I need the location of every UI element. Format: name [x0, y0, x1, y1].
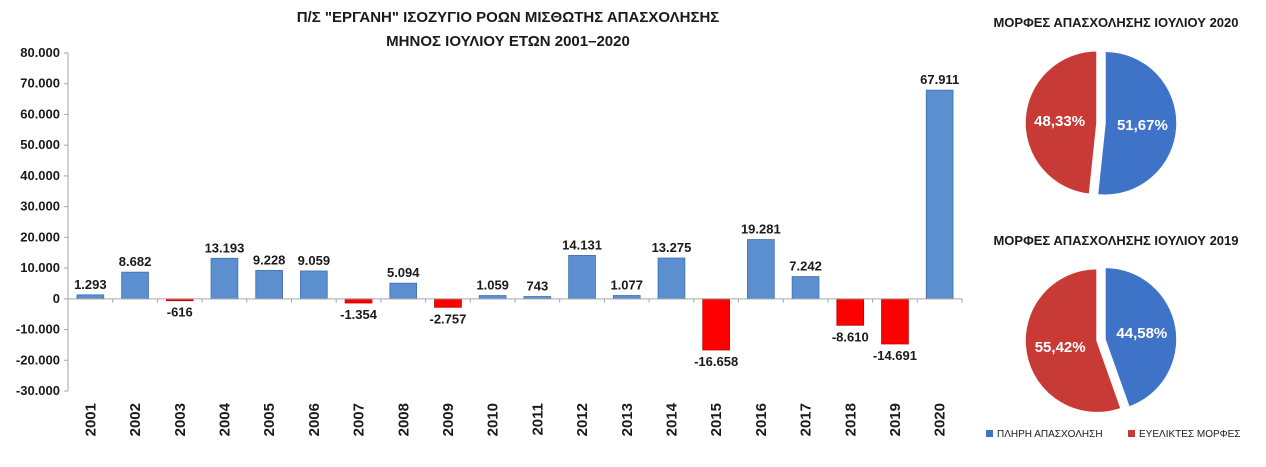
bar-chart: Π/Σ "ΕΡΓΑΝΗ" ΙΣΟΖΥΓΙΟ ΡΟΩΝ ΜΙΣΘΩΤΗΣ ΑΠΑΣ…: [16, 9, 963, 436]
bar-2014: [657, 257, 686, 300]
bar-2001: [76, 294, 105, 300]
bar-2019: [881, 298, 909, 345]
pie-2019-slice-label-0: 44,58%: [1116, 325, 1167, 342]
bar-label-2006: 9.059: [298, 253, 331, 268]
bars: [76, 89, 954, 351]
bar-2017: [791, 276, 820, 300]
y-tick-label: -20.000: [16, 352, 60, 367]
bar-2006: [300, 270, 328, 300]
x-tick-label-2017: 2017: [798, 403, 815, 436]
bar-label-2010: 1.059: [476, 278, 509, 293]
x-tick-label-2011: 2011: [529, 403, 546, 436]
pie-2019-slice-0: [1104, 266, 1178, 409]
chart-subtitle: ΜΗΝΟΣ ΙΟΥΛΙΟΥ ΕΤΩΝ 2001–2020: [386, 33, 630, 50]
bar-label-2014: 13.275: [652, 240, 692, 255]
bar-2005: [255, 270, 283, 300]
x-tick-label-2015: 2015: [708, 403, 725, 436]
pie-2019-title: ΜΟΡΦΕΣ ΑΠΑΣΧΟΛΗΣΗΣ ΙΟΥΛΙΟΥ 2019: [993, 233, 1238, 248]
bar-2018: [836, 298, 865, 326]
bar-2008: [389, 282, 418, 300]
x-tick-label-2012: 2012: [574, 403, 591, 436]
y-tick-label: 70.000: [20, 76, 60, 91]
bar-2015: [702, 298, 730, 351]
x-tick-label-2013: 2013: [619, 403, 636, 436]
pie-legend: ΠΛΗΡΗ ΑΠΑΣΧΟΛΗΣΗ ΕΥΕΛΙΚΤΕΣ ΜΟΡΦΕΣ: [986, 429, 1240, 440]
bar-label-2020: 67.911: [920, 72, 959, 87]
bar-label-2002: 8.682: [119, 254, 152, 269]
y-axis: 80.000 70.000 60.000 50.000 40.000 30.000 20.0…: [16, 45, 69, 398]
y-tick-label: 40.000: [20, 168, 60, 183]
x-tick-label-2019: 2019: [887, 403, 904, 436]
x-tick-label-2004: 2004: [216, 402, 233, 436]
bar-2012: [568, 254, 596, 300]
bar-label-2003: -616: [167, 305, 193, 320]
bar-2004: [210, 257, 239, 300]
legend-swatch-0: [986, 430, 993, 437]
y-tick-label: -30.000: [16, 383, 60, 398]
bar-label-2001: 1.293: [74, 277, 107, 292]
bar-2009: [434, 298, 462, 308]
bar-label-2018: -8.610: [832, 329, 869, 344]
legend-label-1: ΕΥΕΛΙΚΤΕΣ ΜΟΡΦΕΣ: [1139, 429, 1240, 440]
bar-label-2016: 19.281: [741, 222, 781, 237]
x-tick-label-2014: 2014: [663, 402, 680, 436]
bar-label-2017: 7.242: [789, 259, 822, 274]
x-tick-label-2008: 2008: [395, 403, 412, 436]
bar-2002: [121, 271, 149, 300]
x-tick-label-2007: 2007: [351, 403, 368, 436]
y-tick-label: 60.000: [20, 106, 60, 121]
bar-label-2007: -1.354: [340, 307, 378, 322]
pie-2020-slices: 51,67% 48,33%: [1024, 50, 1178, 196]
bar-label-2009: -2.757: [430, 311, 467, 326]
pie-2019-slices: 44,58% 55,42%: [1024, 266, 1178, 414]
y-tick-label: 80.000: [20, 45, 60, 60]
bar-label-2011: 743: [526, 279, 548, 294]
bar-label-2004: 13.193: [205, 240, 245, 255]
pie-2020-slice-label-1: 48,33%: [1034, 113, 1085, 130]
pie-2019-slice-1: [1024, 267, 1123, 414]
bar-label-2005: 9.228: [253, 252, 286, 267]
x-tick-label-2020: 2020: [932, 403, 949, 436]
bar-label-2013: 1.077: [610, 278, 643, 293]
pie-2020-title: ΜΟΡΦΕΣ ΑΠΑΣΧΟΛΗΣΗΣ ΙΟΥΛΙΟΥ 2020: [993, 15, 1238, 30]
pie-2020-slice-label-0: 51,67%: [1117, 117, 1168, 134]
x-tick-label-2009: 2009: [440, 403, 457, 436]
y-tick-label: 20.000: [20, 229, 60, 244]
legend-label-0: ΠΛΗΡΗ ΑΠΑΣΧΟΛΗΣΗ: [997, 429, 1103, 440]
y-tick-label: 50.000: [20, 137, 60, 152]
pie-chart-2020: ΜΟΡΦΕΣ ΑΠΑΣΧΟΛΗΣΗΣ ΙΟΥΛΙΟΥ 2020 51,67% 48…: [993, 15, 1239, 196]
bar-label-2019: -14.691: [873, 348, 917, 363]
bar-label-2012: 14.131: [562, 237, 602, 252]
bar-2020: [925, 89, 954, 300]
legend-swatch-1: [1128, 430, 1135, 437]
y-tick-label: 10.000: [20, 260, 60, 275]
x-tick-label-2006: 2006: [306, 403, 323, 436]
pie-2020-slice-0: [1096, 50, 1178, 196]
bar-2016: [747, 239, 775, 300]
bar-label-2008: 5.094: [387, 265, 420, 280]
pie-2019-slice-label-1: 55,42%: [1035, 339, 1086, 356]
y-tick-label: -10.000: [16, 322, 60, 337]
chart-title: Π/Σ "ΕΡΓΑΝΗ" ΙΣΟΖΥΓΙΟ ΡΟΩΝ ΜΙΣΘΩΤΗΣ ΑΠΑΣ…: [297, 9, 720, 26]
bar-label-2015: -16.658: [694, 354, 738, 369]
pie-2020-slice-1: [1024, 50, 1098, 196]
x-tick-label-2005: 2005: [261, 403, 278, 436]
x-tick-label-2002: 2002: [127, 403, 144, 436]
x-tick-label-2003: 2003: [172, 403, 189, 436]
pie-chart-2019: ΜΟΡΦΕΣ ΑΠΑΣΧΟΛΗΣΗΣ ΙΟΥΛΙΟΥ 2019 44,58% 55…: [986, 233, 1240, 440]
x-tick-label-2016: 2016: [753, 403, 770, 436]
x-tick-label-2001: 2001: [82, 403, 99, 436]
bar-2007: [344, 298, 373, 304]
y-tick-label: 0: [53, 291, 60, 306]
x-axis: 2001 2002 2003 2004 2005 2006 2007 2008 2009 2010…: [67, 298, 963, 436]
x-tick-label-2010: 2010: [485, 403, 502, 436]
x-tick-label-2018: 2018: [842, 403, 859, 436]
y-tick-label: 30.000: [20, 199, 60, 214]
bar-value-labels: 1.293 8.682 -616 13.193 9.228 9.059 -1.354 5.09…: [74, 72, 959, 369]
